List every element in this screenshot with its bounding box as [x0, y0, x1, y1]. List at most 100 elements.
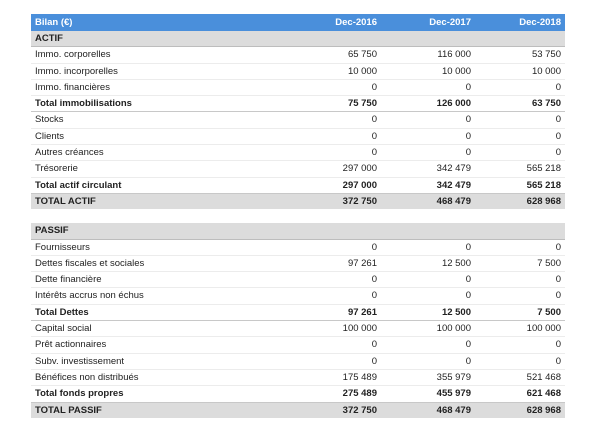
balance-sheet-table: Bilan (€) Dec-2016 Dec-2017 Dec-2018 ACT…	[31, 14, 565, 418]
subtotal-row: Total immobilisations 75 750 126 000 63 750	[31, 95, 565, 113]
row-label: Stocks	[31, 111, 256, 129]
row-value: 0	[256, 336, 381, 354]
row-value: 275 489	[256, 385, 381, 403]
row-label: Subv. investissement	[31, 353, 256, 370]
table-row: Trésorerie 297 000 342 479 565 218	[31, 160, 565, 178]
row-value: 75 750	[256, 95, 381, 113]
row-value: 0	[256, 128, 381, 146]
row-value: 126 000	[381, 95, 475, 113]
row-value: 97 261	[256, 255, 381, 273]
row-value: 12 500	[381, 303, 475, 322]
row-value: 53 750	[475, 46, 565, 64]
row-value: 100 000	[256, 320, 381, 338]
row-value: 0	[256, 239, 381, 256]
spacer-row	[31, 209, 565, 224]
row-value: 0	[256, 111, 381, 129]
row-label: Intérêts accrus non échus	[31, 287, 256, 305]
table-title: Bilan (€)	[31, 14, 256, 31]
row-label: Total actif circulant	[31, 176, 256, 194]
row-label: Total immobilisations	[31, 95, 256, 113]
row-value: 0	[381, 287, 475, 305]
row-value: 468 479	[381, 192, 475, 210]
passif-section-header: PASSIF	[31, 223, 565, 240]
table-row: Dettes fiscales et sociales 97 261 12 500 7…	[31, 255, 565, 273]
table-row: Immo. incorporelles 10 000 10 000 10 000	[31, 63, 565, 80]
row-label: Total fonds propres	[31, 385, 256, 403]
row-value: 7 500	[475, 255, 565, 273]
grand-total-row: TOTAL ACTIF 372 750 468 479 628 968	[31, 192, 565, 210]
row-value: 297 000	[256, 176, 381, 194]
spacer-cell	[31, 209, 565, 224]
row-label: Fournisseurs	[31, 239, 256, 256]
row-value: 100 000	[381, 320, 475, 338]
row-value: 565 218	[475, 160, 565, 178]
row-label: Capital social	[31, 320, 256, 338]
row-value: 10 000	[256, 63, 381, 80]
row-value: 0	[381, 79, 475, 97]
row-value: 116 000	[381, 46, 475, 64]
row-value: 63 750	[475, 95, 565, 113]
row-label: Autres créances	[31, 144, 256, 162]
row-value: 521 468	[475, 369, 565, 387]
row-label: Immo. corporelles	[31, 46, 256, 64]
row-value: 0	[475, 144, 565, 162]
table-row: Subv. investissement 0 0 0	[31, 353, 565, 370]
table-row: Prêt actionnaires 0 0 0	[31, 336, 565, 354]
table-row: Clients 0 0 0	[31, 128, 565, 146]
column-header: Dec-2016	[256, 14, 381, 31]
row-value: 0	[381, 128, 475, 146]
column-header: Dec-2017	[381, 14, 475, 31]
row-value: 0	[256, 287, 381, 305]
subtotal-row: Total fonds propres 275 489 455 979 621 468	[31, 385, 565, 403]
passif-section-title: PASSIF	[31, 223, 565, 240]
row-value: 342 479	[381, 160, 475, 178]
row-label: Dettes fiscales et sociales	[31, 255, 256, 273]
row-label: Total Dettes	[31, 303, 256, 322]
row-value: 621 468	[475, 385, 565, 403]
row-value: 0	[381, 336, 475, 354]
row-label: Immo. incorporelles	[31, 63, 256, 80]
table-row: Stocks 0 0 0	[31, 111, 565, 129]
actif-section-header: ACTIF	[31, 31, 565, 48]
row-value: 455 979	[381, 385, 475, 403]
row-label: Dette financière	[31, 271, 256, 289]
row-value: 7 500	[475, 303, 565, 322]
row-label: TOTAL ACTIF	[31, 192, 256, 210]
row-value: 0	[256, 79, 381, 97]
subtotal-row: Total Dettes 97 261 12 500 7 500	[31, 303, 565, 322]
table-row: Bénéfices non distribués 175 489 355 979 52…	[31, 369, 565, 387]
row-value: 0	[381, 144, 475, 162]
column-header: Dec-2018	[475, 14, 565, 31]
row-value: 0	[381, 239, 475, 256]
row-value: 0	[475, 239, 565, 256]
row-value: 0	[475, 353, 565, 370]
row-label: Prêt actionnaires	[31, 336, 256, 354]
actif-section-title: ACTIF	[31, 31, 565, 48]
row-value: 628 968	[475, 401, 565, 418]
subtotal-row: Total actif circulant 297 000 342 479 565 2…	[31, 176, 565, 194]
row-value: 0	[475, 336, 565, 354]
row-value: 372 750	[256, 401, 381, 418]
row-value: 0	[381, 111, 475, 129]
row-value: 12 500	[381, 255, 475, 273]
row-value: 565 218	[475, 176, 565, 194]
row-value: 0	[475, 271, 565, 289]
table-row: Intérêts accrus non échus 0 0 0	[31, 287, 565, 305]
row-value: 10 000	[475, 63, 565, 80]
row-value: 0	[475, 79, 565, 97]
row-value: 0	[256, 144, 381, 162]
grand-total-row: TOTAL PASSIF 372 750 468 479 628 968	[31, 401, 565, 418]
table-row: Capital social 100 000 100 000 100 000	[31, 320, 565, 338]
row-value: 175 489	[256, 369, 381, 387]
row-value: 342 479	[381, 176, 475, 194]
row-value: 355 979	[381, 369, 475, 387]
row-value: 628 968	[475, 192, 565, 210]
row-value: 65 750	[256, 46, 381, 64]
row-value: 0	[256, 271, 381, 289]
table-row: Immo. corporelles 65 750 116 000 53 750	[31, 46, 565, 64]
row-value: 100 000	[475, 320, 565, 338]
row-value: 0	[475, 111, 565, 129]
row-value: 10 000	[381, 63, 475, 80]
table-row: Autres créances 0 0 0	[31, 144, 565, 162]
table-row: Dette financière 0 0 0	[31, 271, 565, 289]
